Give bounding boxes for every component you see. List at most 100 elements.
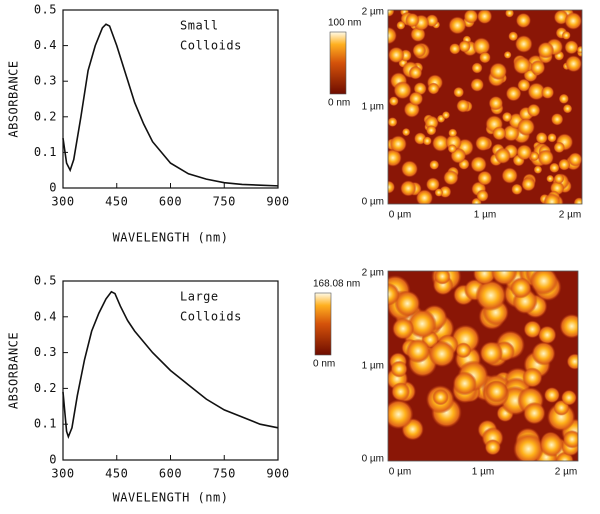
image-y-tick: 0 µm [362,197,384,208]
image-x-tick: 1 µm [472,467,494,478]
afm-frame [387,9,583,205]
annotation: Small [180,19,219,33]
afm-particle [396,20,406,30]
afm-particle [517,78,531,92]
afm-particle [561,389,577,406]
annotation: Colloids [180,310,242,324]
annotation: Colloids [180,39,242,53]
x-tick-label: 300 [51,195,74,209]
afm-particle [475,135,491,152]
afm-particle [453,86,465,98]
image-y-tick: 1 µm [362,102,384,113]
afm-particle [448,16,467,35]
afm-particle [426,125,437,136]
afm-particle [527,103,541,118]
afm-particle [434,188,444,197]
afm-texture [388,271,578,461]
y-tick-label: 0.5 [34,274,57,288]
x-tick-label: 900 [266,195,289,209]
afm-particle [515,12,532,29]
image-y-tick: 2 µm [362,268,384,279]
afm-particle [402,127,411,137]
afm-particle [561,30,571,40]
afm-particle [535,131,548,144]
afm-particle [553,173,565,185]
afm-particle [558,158,571,171]
afm-particle [553,141,565,154]
afm-particle [547,133,557,143]
afm-particle [576,45,582,54]
afm-particle [549,162,560,174]
afm-particle [388,180,396,194]
afm-particle [391,382,411,402]
afm-particle [508,31,519,42]
afm-particle [488,95,504,111]
afm-particle [537,325,557,345]
afm-particle [448,128,458,138]
afm-particle [491,271,518,286]
afm-particle [479,341,504,365]
annotation: Large [180,290,219,304]
afm-particle [475,279,507,312]
x-tick-label: 900 [266,467,289,481]
afm-particle [529,271,558,295]
afm-particle [516,144,533,161]
afm-particle [505,85,522,102]
afm-particle [388,148,402,167]
afm-particle [443,170,459,186]
afm-particle [388,96,399,107]
afm-particle [408,91,424,106]
afm-particle [415,189,434,204]
afm-particle [511,183,523,196]
y-tick-label: 0.2 [34,381,57,395]
image-x-tick: 0 µm [389,467,411,478]
afm-particle [388,399,414,430]
image-y-tick: 2 µm [362,7,384,18]
x-tick-label: 450 [105,195,128,209]
y-axis-label: ABSORBANCE [7,60,21,137]
afm-particle [566,353,578,370]
afm-particle [456,99,470,113]
afm-particle [471,62,483,74]
afm-particle [388,26,397,45]
afm-particle [449,43,461,55]
afm-particle [405,338,431,364]
afm-particle [472,37,491,56]
scale-min: 0 nm [313,359,335,370]
afm-particle [394,290,421,317]
afm-particle [522,367,543,388]
afm-particle [388,117,398,127]
afm-particle [452,371,477,396]
afm-particle [541,85,555,99]
afm-particle [429,159,440,170]
afm-particle [476,189,489,202]
afm-particle [401,160,419,178]
afm-particle [477,10,493,24]
afm-particle [425,177,440,192]
afm-particle [477,170,493,186]
afm-particle [470,78,485,92]
afm-particle [573,197,582,204]
afm-particle [543,193,561,204]
afm-particle [485,380,508,403]
afm-particle [388,10,395,17]
afm-particle [390,360,408,378]
x-axis-label: WAVELENGTH (nm) [113,231,229,245]
afm-particle [400,180,417,197]
afm-texture [388,10,582,204]
color-scale [314,292,332,356]
afm-particle [537,149,554,166]
y-tick-label: 0 [49,453,57,467]
afm-particle [388,46,405,64]
afm-particle [447,144,457,154]
afm-particle [463,10,479,24]
x-tick-label: 600 [159,467,182,481]
afm-particle [388,282,400,306]
afm-particle [513,56,532,75]
afm-particle [558,93,569,104]
afm-particle [479,51,491,64]
image-y-tick: 1 µm [362,361,384,372]
image-x-tick: 2 µm [559,210,581,221]
afm-particle [492,126,507,141]
afm-frame [387,270,579,462]
